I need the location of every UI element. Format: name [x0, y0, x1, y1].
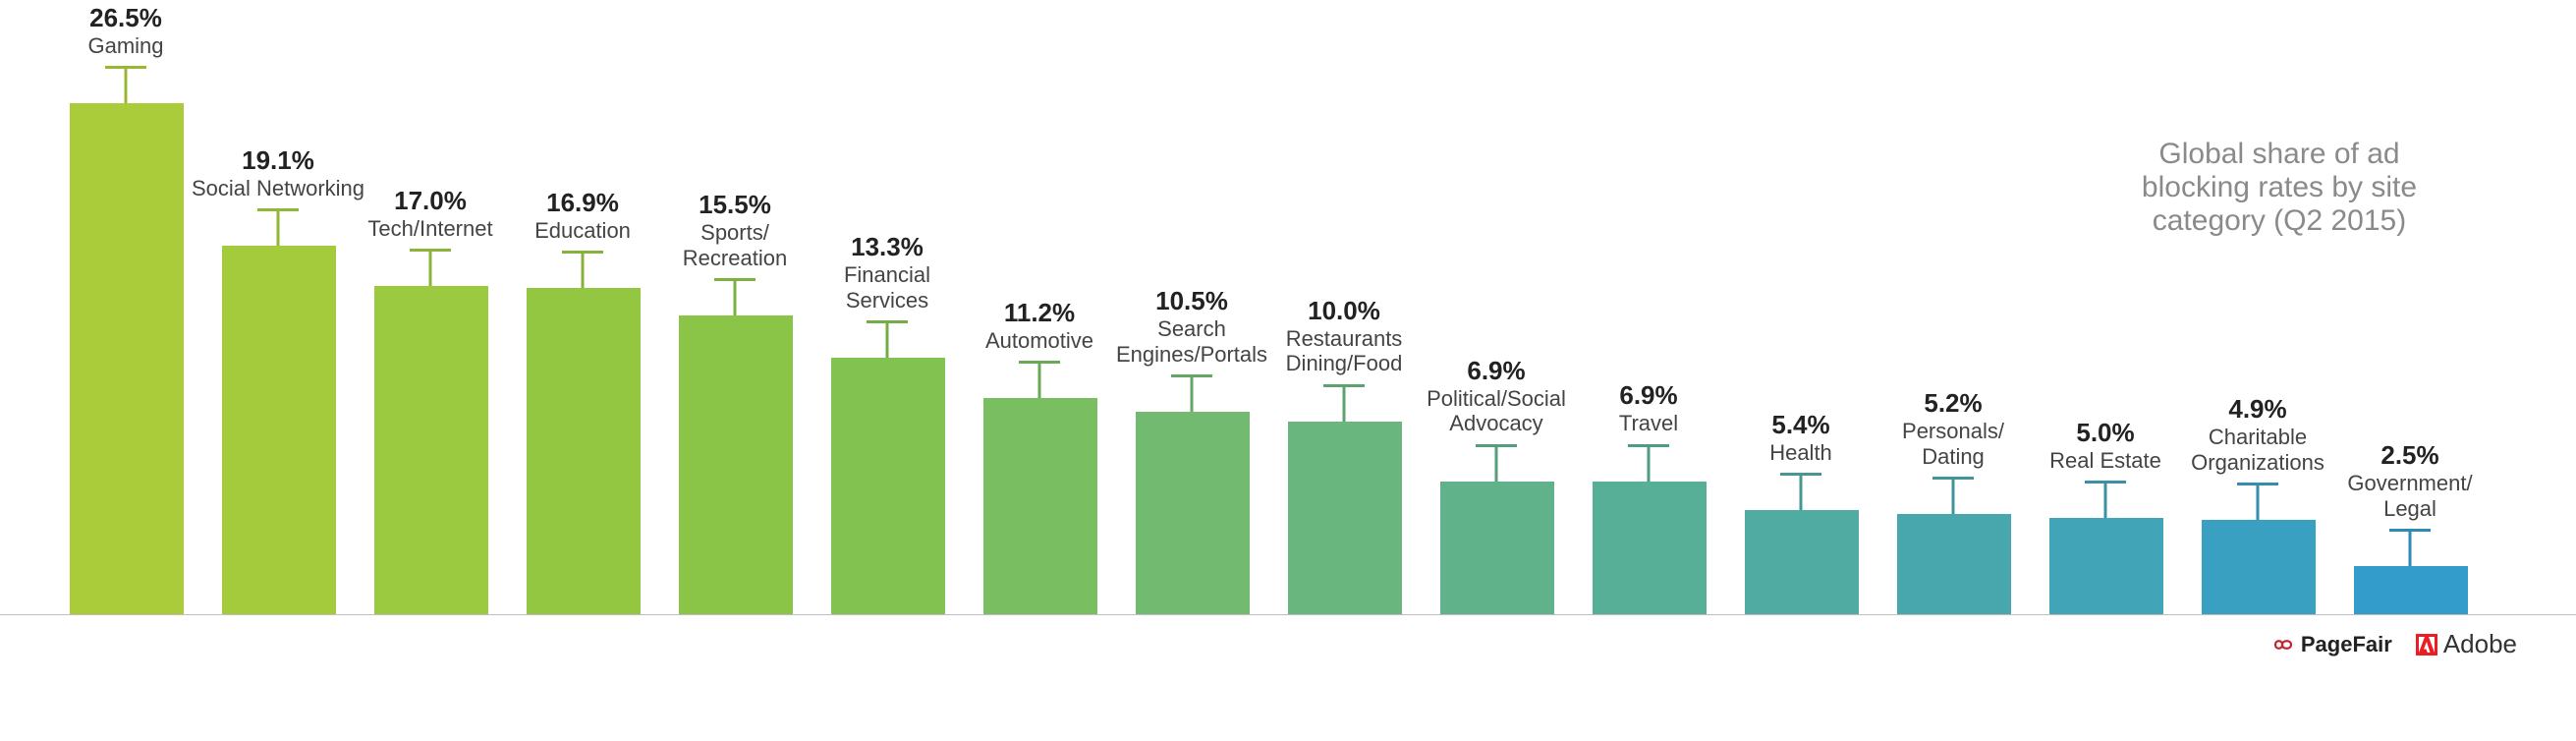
- footer-logos: PageFair Adobe: [2269, 629, 2517, 659]
- bar: [1440, 482, 1554, 614]
- error-stem: [2409, 529, 2412, 566]
- error-cap: [1323, 384, 1365, 387]
- bar: [831, 358, 945, 614]
- error-cap: [2085, 481, 2126, 484]
- bar: [1136, 412, 1250, 614]
- error-stem: [1191, 374, 1194, 412]
- error-stem: [1343, 384, 1346, 422]
- error-stem: [429, 249, 432, 286]
- bar-percent: 26.5%: [28, 3, 224, 33]
- bar-percent: 6.9%: [1550, 380, 1747, 411]
- error-stem: [125, 66, 128, 103]
- adobe-label: Adobe: [2443, 629, 2517, 659]
- error-cap: [714, 278, 756, 281]
- error-stem: [277, 208, 280, 246]
- error-stem: [1495, 444, 1498, 482]
- bar-category: Gaming: [28, 33, 224, 58]
- bar-percent: 4.9%: [2159, 394, 2356, 425]
- error-stem: [2104, 481, 2107, 518]
- adobe-logo: Adobe: [2416, 629, 2517, 659]
- bar: [679, 315, 793, 614]
- error-stem: [1800, 473, 1803, 510]
- bar: [527, 288, 641, 614]
- error-cap: [1780, 473, 1821, 476]
- pagefair-icon: [2269, 635, 2297, 655]
- pagefair-label: PageFair: [2301, 632, 2392, 657]
- bar: [70, 103, 184, 614]
- bar: [374, 286, 488, 614]
- error-stem: [886, 320, 889, 358]
- bar: [1745, 510, 1859, 614]
- error-cap: [1476, 444, 1517, 447]
- error-cap: [1932, 477, 1974, 480]
- error-cap: [105, 66, 146, 69]
- error-cap: [410, 249, 451, 252]
- bar-percent: 15.5%: [637, 190, 833, 220]
- bar-label: 26.5%Gaming: [28, 3, 224, 58]
- error-cap: [1019, 361, 1060, 364]
- error-stem: [1952, 477, 1955, 514]
- error-stem: [1038, 361, 1041, 398]
- error-cap: [1628, 444, 1669, 447]
- error-cap: [562, 251, 603, 254]
- chart-baseline: [0, 614, 2576, 615]
- bar-category: Government/ Legal: [2312, 471, 2508, 521]
- bar: [2354, 566, 2468, 614]
- error-cap: [2389, 529, 2431, 532]
- error-cap: [257, 208, 299, 211]
- adobe-icon: [2416, 634, 2437, 656]
- bar: [983, 398, 1097, 614]
- bar-percent: 10.0%: [1246, 296, 1442, 326]
- bar-percent: 13.3%: [789, 232, 985, 262]
- error-cap: [2237, 483, 2278, 485]
- bar: [1897, 514, 2011, 614]
- bar: [1593, 482, 1707, 614]
- bar-percent: 2.5%: [2312, 440, 2508, 471]
- pagefair-logo: PageFair: [2269, 632, 2392, 657]
- error-stem: [2257, 483, 2260, 520]
- bar: [2202, 520, 2316, 614]
- bar: [222, 246, 336, 614]
- bar: [2049, 518, 2163, 614]
- bar-label: 2.5%Government/ Legal: [2312, 440, 2508, 521]
- chart-subtitle: Global share of ad blocking rates by sit…: [2102, 138, 2456, 238]
- error-cap: [1171, 374, 1212, 377]
- error-stem: [734, 278, 737, 315]
- bar-percent: 19.1%: [180, 145, 376, 176]
- bar: [1288, 422, 1402, 614]
- bar-percent: 5.2%: [1855, 388, 2051, 419]
- error-stem: [582, 251, 585, 288]
- error-cap: [867, 320, 908, 323]
- error-stem: [1648, 444, 1651, 482]
